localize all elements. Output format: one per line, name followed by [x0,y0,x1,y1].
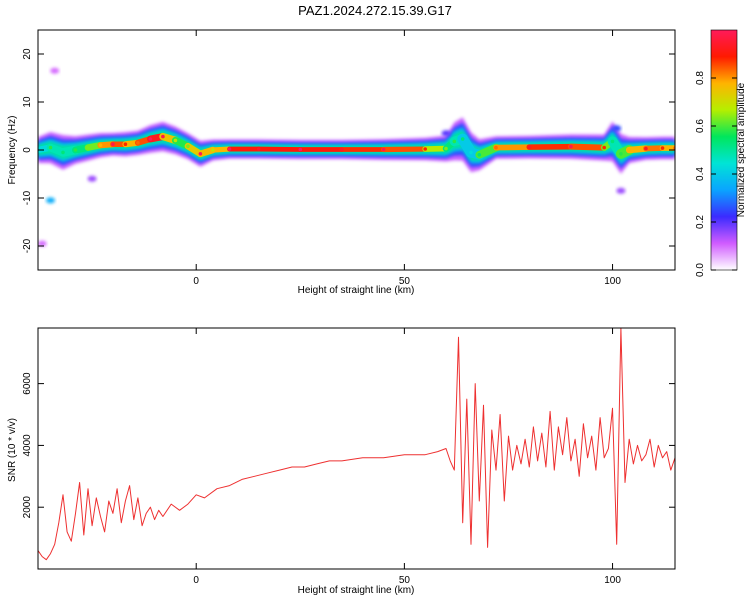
ridge-peak [660,146,665,150]
snr-xtick-label: 100 [604,575,621,586]
spectral-blob [87,175,97,182]
ridge-peak [602,145,606,150]
figure-title: PAZ1.2024.272.15.39.G17 [298,3,452,18]
ridge-peak [256,147,261,151]
ridge-peak [48,145,53,150]
colorbar-tick-label: 0.4 [695,167,706,181]
snr-xlabel: Height of straight line (km) [298,585,415,596]
ridge-peak [173,138,178,143]
ridge-peak [198,152,203,156]
ridge-peak [148,137,153,141]
spectral-blob [46,197,55,204]
ridge-peak [186,144,190,148]
snr-frame [37,327,676,570]
ridge-segment [567,143,608,151]
spectrogram-ytick-label: -10 [22,190,33,205]
colorbar-label: Normalized spectral amplitude [736,82,747,217]
snr-ytick-label: 6000 [22,372,33,395]
ridge-peak [460,137,465,141]
snr-xtick-label: 0 [193,575,199,586]
ridge-peak [61,150,65,155]
snr-ytick-label: 2000 [22,496,33,519]
spectral-blob [612,125,622,132]
ridge-peak [340,147,344,152]
colorbar: 0.0 0.2 0.4 0.6 0.8 Normalized spectral ampl… [695,29,747,277]
ridge-peak [477,153,482,157]
spectrogram-ytick-label: -20 [22,238,33,253]
ridge-peak [211,148,215,152]
ridge-segment [210,146,233,153]
ridge-peak [73,148,78,152]
ridge-peak [423,147,428,151]
ridge-peak [452,139,457,144]
ridge-peak [627,148,631,152]
ridge-peak [86,145,90,150]
snr-panel: 0 50 100 2000 4000 6000 Height of straight li… [7,327,676,596]
spectral-blob [441,130,451,137]
snr-xtick-label: 50 [399,575,411,586]
colorbar-tick-label: 0.0 [695,263,706,277]
ridge-peak [298,147,303,152]
spectrogram-xlabel: Height of straight line (km) [298,285,415,296]
ridge-peak [98,143,103,147]
ridge-peak [644,146,648,151]
ridge-peak [227,147,232,151]
snr-ytick-label: 4000 [22,434,33,457]
colorbar-tick-label: 0.2 [695,215,706,229]
spectral-blob [50,67,60,74]
colorbar-gradient [710,29,738,271]
spectrogram-ytick-label: 0 [22,147,33,153]
ridge-peak [111,142,115,146]
ridge-peak [381,147,386,152]
spectrogram-xtick-label: 50 [399,276,411,287]
ridge-peak [527,145,532,149]
ridge-peak [610,139,615,144]
colorbar-tick-label: 0.6 [695,119,706,133]
snr-ylabel: SNR (10 * v/v) [7,418,18,482]
ridge-peak [444,146,448,151]
ridge-peak [494,145,498,150]
spectrogram-xtick-label: 0 [193,276,199,287]
spectrogram-ylabel: Frequency (Hz) [7,116,18,185]
spectrogram-ytick-label: 10 [22,96,33,108]
ridge-peak [619,152,623,156]
ridge-peak [469,150,473,155]
ridge-peak [569,144,573,149]
spectrogram-xtick-label: 100 [604,276,621,287]
spectral-blob [38,240,47,247]
spectrogram-ridge [38,67,675,247]
ridge-peak [123,142,128,146]
spectral-blob [616,187,626,194]
snr-series-line [38,328,675,561]
colorbar-tick-label: 0.8 [695,71,706,85]
ridge-segment [475,143,500,159]
ridge-peak [136,141,140,145]
spectrogram-ytick-label: 20 [22,48,33,60]
ridge-peak [161,134,165,139]
